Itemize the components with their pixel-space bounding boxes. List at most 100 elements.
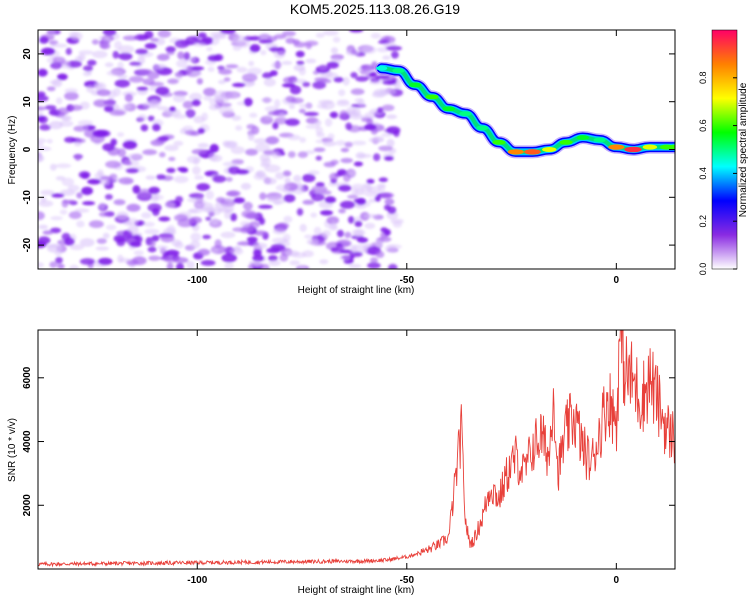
noise-blob <box>356 153 372 158</box>
signal-hotspot <box>593 137 606 143</box>
noise-blob <box>210 248 219 253</box>
noise-blob <box>67 184 80 192</box>
noise-blob <box>326 216 340 225</box>
noise-blob <box>60 115 73 121</box>
noise-blob <box>114 79 130 88</box>
noise-blob <box>74 208 90 213</box>
noise-blob <box>209 98 217 106</box>
noise-blob <box>305 43 312 50</box>
noise-blob <box>87 178 102 185</box>
noise-blob <box>188 216 202 224</box>
noise-blob <box>102 30 117 36</box>
snr-frame <box>37 329 676 570</box>
noise-blob <box>81 124 89 132</box>
noise-blob <box>64 237 75 246</box>
noise-blob <box>240 220 251 228</box>
noise-blob <box>330 247 339 252</box>
noise-blob <box>125 168 139 174</box>
noise-blob <box>329 111 339 119</box>
noise-blob <box>87 59 97 66</box>
noise-blob <box>230 146 245 155</box>
noise-blob <box>319 79 332 84</box>
y-tick-label: 20 <box>22 48 33 60</box>
noise-blob <box>197 127 205 134</box>
noise-blob <box>51 193 65 198</box>
noise-blob <box>366 118 374 125</box>
noise-blob <box>38 224 48 230</box>
noise-blob <box>345 122 353 131</box>
noise-blob <box>268 255 278 262</box>
noise-blob <box>150 196 159 202</box>
noise-blob <box>164 144 179 152</box>
noise-blob <box>338 208 346 214</box>
noise-blob <box>243 97 253 107</box>
noise-blob <box>194 175 204 180</box>
noise-blob <box>340 147 350 153</box>
noise-blob <box>384 244 397 253</box>
noise-blob <box>384 155 394 161</box>
colorbar-label: Normalized spectral amplitude <box>738 82 749 217</box>
noise-blob <box>52 43 68 48</box>
noise-blob <box>240 182 252 190</box>
noise-blob <box>174 214 188 222</box>
noise-blob <box>112 87 121 97</box>
noise-blob <box>76 192 83 199</box>
snr-x-label: Height of straight line (km) <box>298 585 415 596</box>
noise-blob <box>64 91 79 101</box>
noise-blob <box>320 210 333 216</box>
noise-blob <box>246 81 256 86</box>
noise-blob <box>249 112 258 118</box>
noise-blob <box>176 263 184 269</box>
noise-blob <box>197 142 209 149</box>
colorbar-gradient <box>711 29 738 270</box>
noise-blob <box>148 255 161 261</box>
noise-blob <box>55 256 63 264</box>
noise-blob <box>147 203 162 213</box>
noise-blob <box>276 222 290 230</box>
noise-blob <box>38 138 47 144</box>
y-tick-label: 2000 <box>22 494 33 517</box>
noise-blob <box>349 251 363 257</box>
noise-blob <box>38 146 52 151</box>
noise-blob <box>232 45 242 51</box>
noise-blob <box>386 138 395 148</box>
noise-blob <box>328 181 340 187</box>
noise-blob <box>144 228 160 235</box>
noise-blob <box>209 31 226 37</box>
noise-blob <box>99 178 111 186</box>
noise-blob <box>307 170 320 176</box>
noise-blob <box>312 81 327 90</box>
noise-blob <box>370 257 378 264</box>
noise-blob <box>136 86 149 91</box>
x-tick-label: -50 <box>400 275 415 286</box>
noise-blob <box>299 137 307 143</box>
noise-blob <box>47 30 56 37</box>
colorbar-tick-label: 0.4 <box>698 167 708 180</box>
noise-blob <box>363 213 378 219</box>
spectrogram-x-label: Height of straight line (km) <box>298 285 415 296</box>
noise-blob <box>39 124 51 131</box>
noise-blob <box>38 115 48 124</box>
noise-blob <box>197 32 207 39</box>
noise-blob <box>109 110 126 116</box>
noise-blob <box>156 245 169 250</box>
noise-blob <box>127 225 139 234</box>
noise-blob <box>356 237 369 244</box>
noise-blob <box>137 114 148 122</box>
noise-blob <box>212 175 227 183</box>
noise-blob <box>339 254 351 261</box>
noise-blob <box>226 190 239 197</box>
signal-hotspot <box>559 139 573 145</box>
noise-blob <box>391 51 399 59</box>
noise-blob <box>344 141 353 148</box>
noise-blob <box>96 89 111 97</box>
noise-blob <box>140 124 149 132</box>
noise-blob <box>268 47 284 52</box>
noise-blob <box>173 140 184 146</box>
noise-blob <box>382 55 391 60</box>
noise-blob <box>274 117 288 125</box>
noise-blob <box>311 193 325 202</box>
noise-blob <box>332 36 341 43</box>
noise-blob <box>124 93 133 102</box>
noise-blob <box>302 173 316 183</box>
